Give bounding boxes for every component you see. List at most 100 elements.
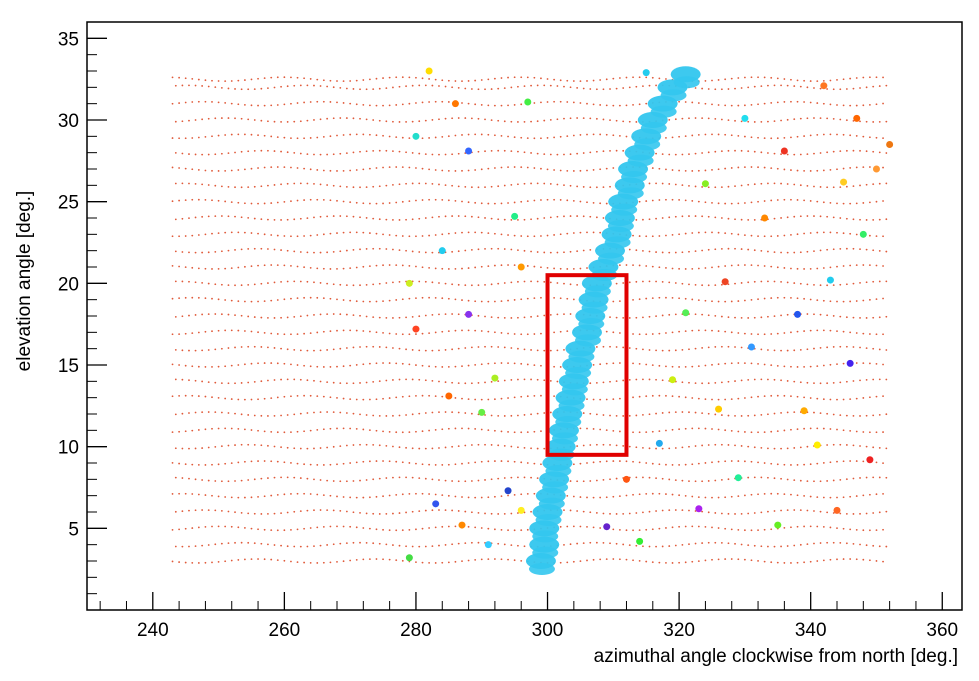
background-dot [401, 493, 404, 496]
background-dot [737, 362, 740, 364]
background-dot [832, 413, 835, 416]
y-tick-label: 10 [58, 438, 79, 459]
background-dot [243, 428, 246, 431]
background-dot [497, 218, 500, 221]
background-dot [286, 316, 289, 319]
background-dot [322, 198, 325, 201]
background-dot [349, 559, 352, 562]
background-dot [517, 219, 519, 221]
background-dot [290, 363, 292, 366]
background-dot [822, 496, 825, 499]
background-dot [204, 297, 207, 300]
background-dot [217, 101, 220, 104]
background-dot [303, 332, 306, 335]
background-dot [234, 215, 236, 218]
background-dot [767, 476, 769, 479]
background-dot [211, 366, 213, 368]
background-dot [740, 445, 743, 447]
background-dot [418, 477, 421, 480]
background-dot [398, 280, 401, 283]
background-dot [618, 362, 621, 364]
background-dot [250, 202, 253, 205]
background-dot [697, 496, 700, 498]
background-dot [326, 544, 329, 546]
background-dot [467, 231, 470, 234]
background-dot [730, 134, 733, 137]
background-dot [717, 527, 720, 529]
background-dot [411, 250, 414, 253]
background-dot [181, 120, 184, 123]
background-dot [513, 234, 516, 237]
background-dot [342, 329, 345, 332]
background-dot [405, 511, 407, 514]
background-dot [572, 525, 575, 528]
background-dot [753, 280, 756, 283]
background-dot [530, 120, 532, 123]
background-dot [490, 478, 493, 481]
background-dot [770, 492, 773, 495]
background-dot [342, 267, 345, 270]
background-dot [658, 199, 661, 201]
background-dot [665, 429, 667, 432]
background-dot [865, 248, 868, 251]
background-dot [191, 365, 194, 368]
background-dot [520, 333, 523, 336]
background-dot [651, 364, 654, 367]
background-dot [415, 561, 417, 564]
background-dot [658, 394, 661, 397]
background-dot [319, 479, 322, 481]
background-dot [352, 186, 355, 189]
background-dot [813, 382, 815, 385]
background-dot [191, 429, 194, 432]
background-dot [500, 134, 503, 137]
background-dot [237, 231, 240, 234]
background-dot [875, 103, 878, 106]
background-dot [526, 462, 529, 464]
background-dot [408, 297, 411, 300]
background-dot [517, 121, 519, 123]
background-dot [326, 184, 329, 186]
background-dot [451, 411, 454, 414]
background-dot [786, 545, 789, 547]
background-dot [451, 153, 454, 156]
background-dot [694, 480, 697, 483]
background-dot [484, 479, 486, 481]
background-dot [628, 414, 631, 417]
background-dot [773, 152, 776, 155]
background-dot [243, 527, 246, 529]
background-dot [783, 365, 786, 368]
background-dot [273, 347, 276, 349]
background-dot [757, 333, 759, 336]
background-dot [296, 561, 299, 563]
background-dot [188, 119, 190, 122]
background-dot [790, 428, 792, 431]
background-dot [711, 103, 713, 106]
background-dot [372, 283, 375, 286]
background-dot [724, 232, 727, 235]
background-dot [790, 562, 792, 564]
background-dot [586, 133, 588, 136]
background-dot [217, 495, 220, 498]
band-point-fill [584, 285, 611, 298]
scatter-point [872, 165, 880, 173]
background-dot [451, 250, 454, 253]
band-point-fill [578, 318, 605, 330]
background-dot [730, 528, 733, 531]
background-dot [322, 79, 325, 82]
background-dot [461, 427, 463, 430]
background-dot [171, 395, 174, 398]
background-dot [421, 527, 424, 530]
background-dot [352, 314, 355, 317]
background-dot [707, 346, 710, 349]
background-dot [345, 510, 348, 513]
background-dot [536, 349, 539, 352]
background-dot [477, 479, 480, 482]
background-dot [533, 167, 536, 169]
background-dot [612, 495, 615, 498]
background-dot [773, 447, 776, 450]
background-dot [174, 476, 177, 479]
background-dot [543, 280, 546, 283]
background-dot [250, 527, 253, 530]
background-dot [668, 118, 671, 121]
background-dot [388, 299, 391, 302]
